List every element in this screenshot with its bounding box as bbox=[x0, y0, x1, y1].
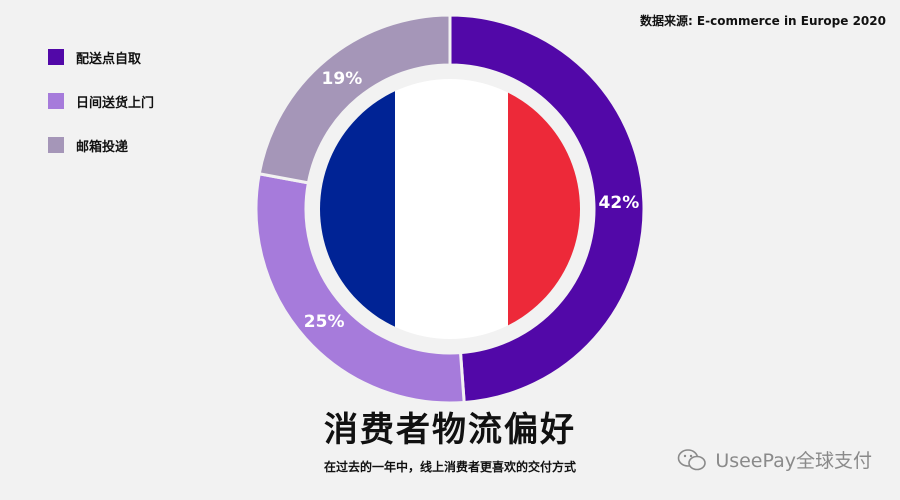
data-label: 42% bbox=[599, 193, 640, 213]
data-label: 19% bbox=[322, 69, 363, 89]
legend-item-mailbox: 邮箱投递 bbox=[48, 136, 154, 155]
source-note: 数据来源: E-commerce in Europe 2020 bbox=[639, 14, 886, 28]
data-label: 25% bbox=[304, 312, 345, 332]
legend-label: 配送点自取 bbox=[76, 51, 142, 67]
legend-swatch bbox=[48, 49, 64, 65]
legend-swatch bbox=[48, 137, 64, 153]
legend-label: 邮箱投递 bbox=[76, 139, 129, 155]
legend-item-home-delivery: 日间送货上门 bbox=[48, 92, 155, 111]
legend-item-pickup: 配送点自取 bbox=[48, 48, 154, 67]
chart-subtitle: 在过去的一年中，线上消费者更喜欢的交付方式 bbox=[323, 460, 576, 474]
france-flag-image bbox=[320, 79, 580, 339]
data-labels: 42% 25% 19% bbox=[304, 69, 639, 332]
chart-title: 消费者物流偏好 bbox=[324, 410, 576, 450]
watermark-text: UseePay全球支付 bbox=[715, 450, 872, 472]
legend: 配送点自取 日间送货上门 邮箱投递 bbox=[48, 48, 154, 180]
wechat-icon bbox=[678, 448, 707, 470]
watermark: UseePay全球支付 bbox=[677, 446, 872, 473]
legend-swatch bbox=[48, 93, 64, 109]
legend-label: 日间送货上门 bbox=[76, 95, 155, 111]
flag-white-band bbox=[395, 79, 508, 339]
